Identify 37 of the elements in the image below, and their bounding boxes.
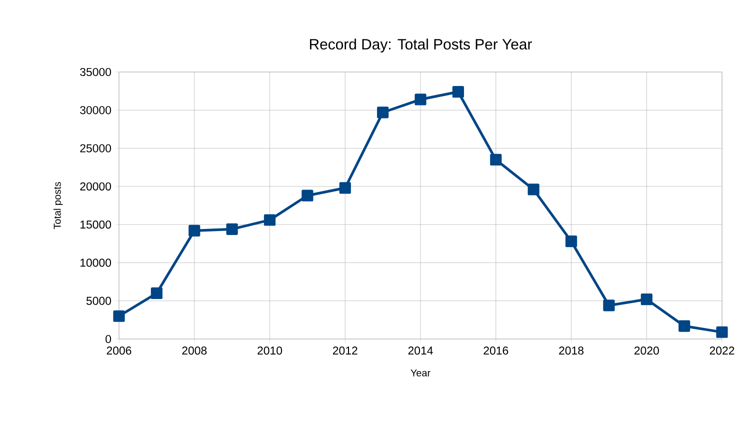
y-tick-label: 25000: [80, 144, 112, 152]
point: [528, 184, 540, 196]
x-tick-label: 2010: [258, 346, 282, 355]
y-tick-label: 0: [106, 334, 112, 344]
x-tick-label: 2020: [634, 346, 659, 355]
y-tick-label: 5000: [86, 296, 112, 305]
point: [339, 182, 351, 194]
point: [150, 287, 162, 300]
point: [678, 320, 690, 332]
point: [603, 300, 615, 312]
y-tick-label: 20000: [80, 182, 112, 190]
point: [226, 223, 238, 235]
point: [188, 224, 200, 236]
point: [452, 86, 464, 98]
y-tick-label: 35000: [80, 68, 112, 76]
point: [113, 310, 125, 322]
point: [302, 190, 314, 202]
x-tick-label: 2006: [106, 346, 132, 355]
point: [640, 294, 652, 306]
x-tick-label: 2014: [408, 346, 433, 355]
y-tick-label: 10000: [80, 258, 112, 267]
x-tick-label: 2022: [710, 346, 734, 355]
y-tick-label: 30000: [80, 106, 112, 114]
point: [490, 154, 502, 166]
x-tick-label: 2018: [559, 346, 584, 355]
point: [414, 94, 426, 106]
x-tick-label: 2008: [182, 346, 207, 355]
point: [264, 214, 276, 226]
y-tick-label: 15000: [80, 220, 112, 229]
y-axis-title: Total posts: [53, 182, 63, 230]
point: [565, 236, 578, 248]
x-axis-title: Year: [410, 369, 430, 376]
point: [377, 106, 389, 118]
x-tick-label: 2012: [332, 346, 358, 355]
x-tick-label: 2016: [484, 346, 508, 355]
chart-title: Record Day: Total Posts Per Year: [310, 38, 532, 52]
point: [716, 326, 728, 338]
